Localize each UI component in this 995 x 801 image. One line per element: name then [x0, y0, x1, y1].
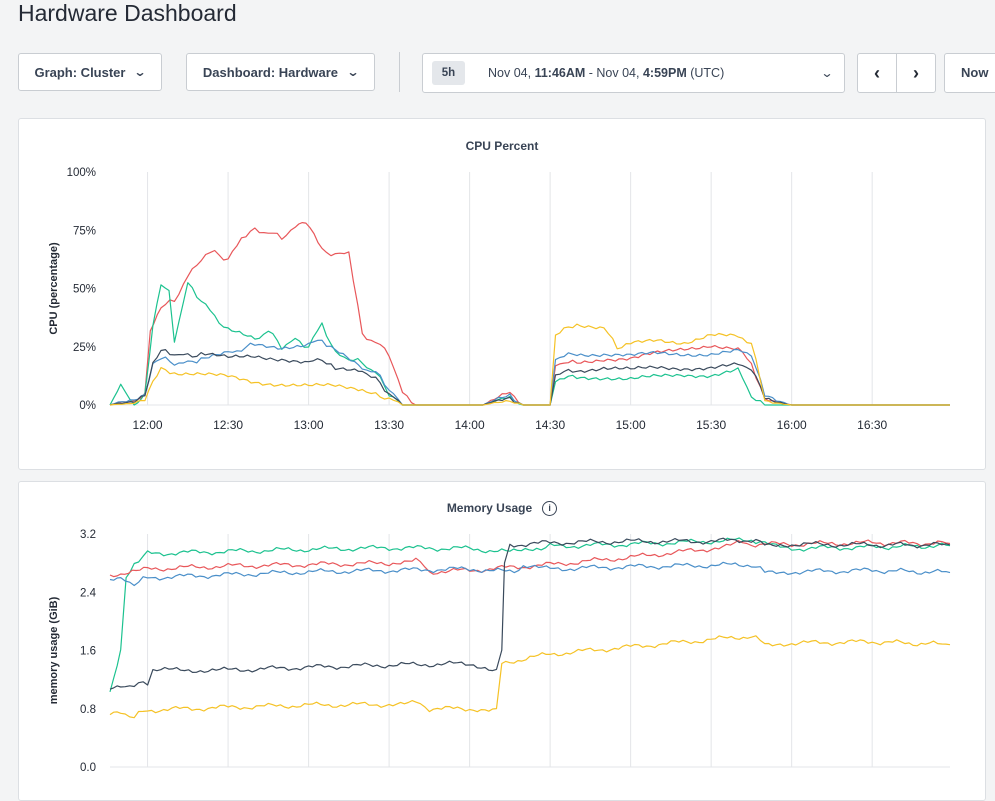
y-axis-label: memory usage (GiB): [48, 596, 60, 704]
y-tick-label: 50%: [73, 284, 96, 296]
memory-chart: 0.0 0.8 1.6 2.4 3.2 memory usage (GiB): [48, 529, 951, 774]
series-line: [109, 282, 950, 406]
time-range-picker[interactable]: 5h Nov 04, 11:46AM - Nov 04, 4:59PM (UTC…: [422, 53, 845, 93]
prev-range-button[interactable]: ‹: [858, 54, 897, 92]
now-button[interactable]: Now: [944, 53, 995, 93]
graph-dropdown-label: Graph: Cluster: [34, 64, 126, 80]
series-line: [109, 323, 950, 406]
x-tick-label: 14:30: [535, 418, 565, 432]
time-nav-group: ‹ ›: [857, 53, 936, 93]
series-line: [109, 339, 950, 406]
toolbar-divider: [399, 52, 400, 92]
series-line: [109, 537, 951, 693]
y-tick-label: 0.0: [80, 762, 96, 774]
x-tick-label: 13:00: [294, 418, 324, 432]
y-tick-label: 0.8: [80, 704, 96, 716]
x-tick-label: 16:30: [857, 418, 887, 432]
series-line: [109, 537, 951, 690]
range-duration-badge: 5h: [432, 61, 465, 85]
cpu-panel: CPU Percent 0% 25% 50% 75% 100% 12:00 12:30 13:…: [18, 118, 986, 470]
info-icon[interactable]: i: [542, 501, 558, 517]
memory-chart-title-row: Memory Usage i: [19, 501, 985, 517]
x-tick-label: 15:00: [616, 418, 646, 432]
series-line: [109, 635, 951, 719]
cpu-chart-title: CPU Percent: [465, 139, 539, 153]
y-tick-label: 3.2: [80, 529, 96, 541]
memory-chart-title: Memory Usage: [446, 501, 533, 515]
time-range-text: Nov 04, 11:46AM - Nov 04, 4:59PM (UTC): [488, 66, 725, 80]
dashboard-dropdown-label: Dashboard: Hardware: [202, 64, 339, 80]
y-tick-label: 2.4: [80, 587, 97, 599]
graph-dropdown[interactable]: Graph: Cluster ⌄: [18, 53, 162, 91]
series-line: [109, 561, 951, 587]
chevron-down-icon: ⌄: [820, 66, 834, 80]
x-tick-label: 12:30: [213, 418, 243, 432]
next-range-button[interactable]: ›: [897, 54, 935, 92]
chevron-left-icon: ‹: [874, 62, 880, 83]
x-tick-label: 15:30: [696, 418, 726, 432]
x-tick-label: 16:00: [777, 418, 807, 432]
chevron-right-icon: ›: [913, 62, 919, 83]
x-tick-label: 13:30: [374, 418, 404, 432]
chevron-down-icon: ⌄: [133, 65, 148, 79]
y-tick-label: 0%: [79, 400, 96, 412]
chevron-down-icon: ⌄: [346, 65, 360, 79]
y-tick-label: 100%: [67, 167, 96, 179]
y-tick-label: 1.6: [80, 646, 96, 658]
y-tick-label: 25%: [73, 342, 96, 354]
y-tick-label: 75%: [73, 225, 96, 237]
y-axis-label: CPU (percentage): [48, 242, 60, 335]
dashboard-dropdown[interactable]: Dashboard: Hardware ⌄: [186, 53, 375, 91]
x-tick-label: 14:00: [455, 418, 485, 432]
page-title: Hardware Dashboard: [18, 0, 237, 26]
memory-panel: Memory Usage i 0.0 0.8 1.6 2.4 3.2 memory usag…: [18, 481, 986, 801]
cpu-chart: 0% 25% 50% 75% 100% 12:00 12:30 13:00 13:30 14:00…: [48, 167, 950, 432]
x-tick-label: 12:00: [133, 418, 163, 432]
